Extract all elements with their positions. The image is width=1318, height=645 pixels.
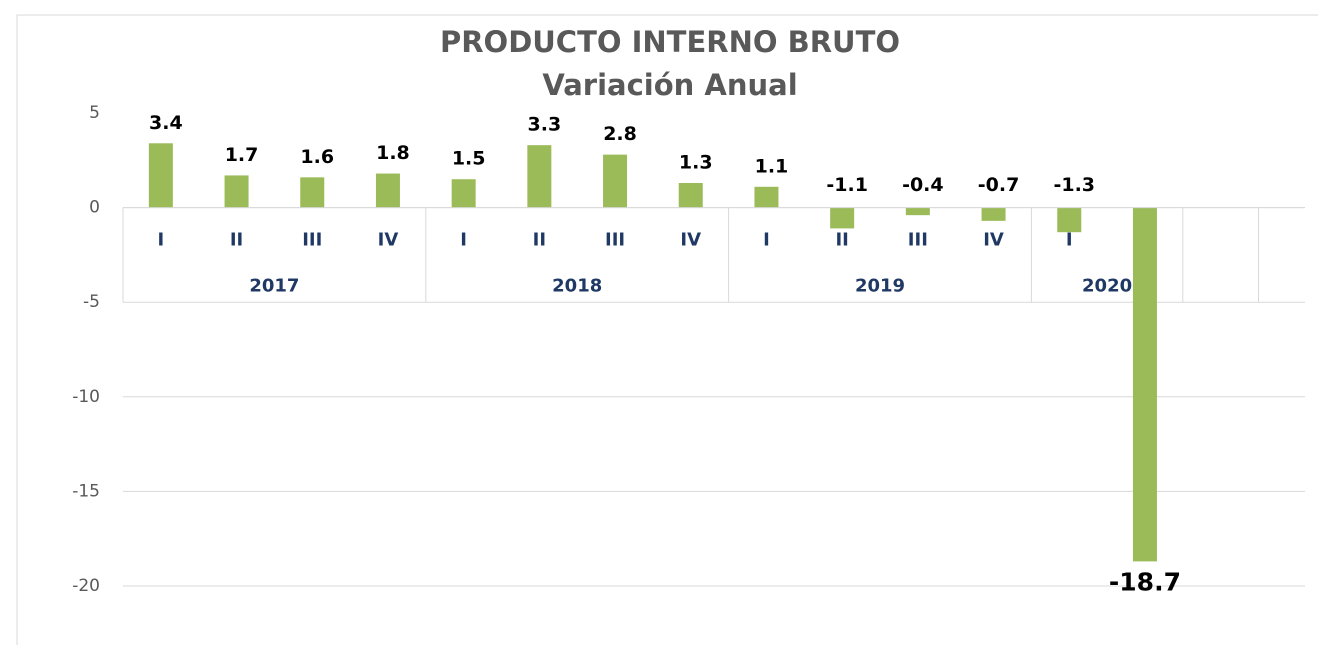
x-tick-label: II xyxy=(533,230,546,251)
bar xyxy=(603,154,628,208)
chart-title: PRODUCTO INTERNO BRUTO xyxy=(440,25,900,59)
bar xyxy=(678,183,703,208)
y-tick-label: -10 xyxy=(72,387,100,407)
x-tick-label: I xyxy=(460,230,467,251)
bar xyxy=(981,207,1006,221)
bar xyxy=(148,143,173,208)
group-label: 2020 xyxy=(1082,276,1132,297)
data-label: 1.5 xyxy=(452,148,486,170)
data-label: 1.6 xyxy=(300,146,334,168)
x-tick-label: III xyxy=(605,230,625,251)
x-tick-label: II xyxy=(230,230,243,251)
x-tick-label: IV xyxy=(983,230,1004,251)
bar xyxy=(754,186,779,208)
data-label: -0.7 xyxy=(978,174,1020,196)
group-label: 2017 xyxy=(249,276,299,297)
y-tick-label: -5 xyxy=(83,292,100,312)
x-tick-label: IV xyxy=(680,230,701,251)
bar xyxy=(527,145,552,208)
data-label: 2.8 xyxy=(603,123,637,145)
data-label: -1.3 xyxy=(1053,174,1095,196)
data-label: 1.1 xyxy=(755,155,789,177)
bar xyxy=(224,175,249,208)
x-tick-label: I xyxy=(1066,230,1073,251)
bar xyxy=(830,207,855,229)
x-tick-label: III xyxy=(302,230,322,251)
group-label: 2018 xyxy=(552,276,602,297)
bar xyxy=(905,207,930,216)
data-label: -18.7 xyxy=(1109,567,1181,596)
bar xyxy=(375,173,400,208)
group-label: 2019 xyxy=(855,276,905,297)
y-tick-label: -20 xyxy=(72,576,100,596)
data-label: 3.3 xyxy=(528,114,562,136)
data-label: 1.7 xyxy=(225,144,259,166)
bar xyxy=(451,179,476,208)
data-label: -1.1 xyxy=(826,174,868,196)
y-tick-label: 0 xyxy=(89,198,100,218)
data-label: -0.4 xyxy=(902,174,944,196)
x-tick-label: IV xyxy=(378,230,399,251)
bar xyxy=(1132,207,1157,562)
bar xyxy=(1057,207,1082,233)
chart-frame xyxy=(16,14,1318,645)
chart-subtitle: Variación Anual xyxy=(542,68,797,102)
bar xyxy=(300,177,325,208)
x-tick-label: III xyxy=(908,230,928,251)
data-label: 3.4 xyxy=(149,112,183,134)
y-tick-label: -15 xyxy=(72,481,100,501)
y-tick-label: 5 xyxy=(89,103,100,123)
x-tick-label: I xyxy=(157,230,164,251)
x-tick-label: II xyxy=(835,230,848,251)
x-tick-label: I xyxy=(763,230,770,251)
data-label: 1.3 xyxy=(679,152,713,174)
data-label: 1.8 xyxy=(376,142,410,164)
